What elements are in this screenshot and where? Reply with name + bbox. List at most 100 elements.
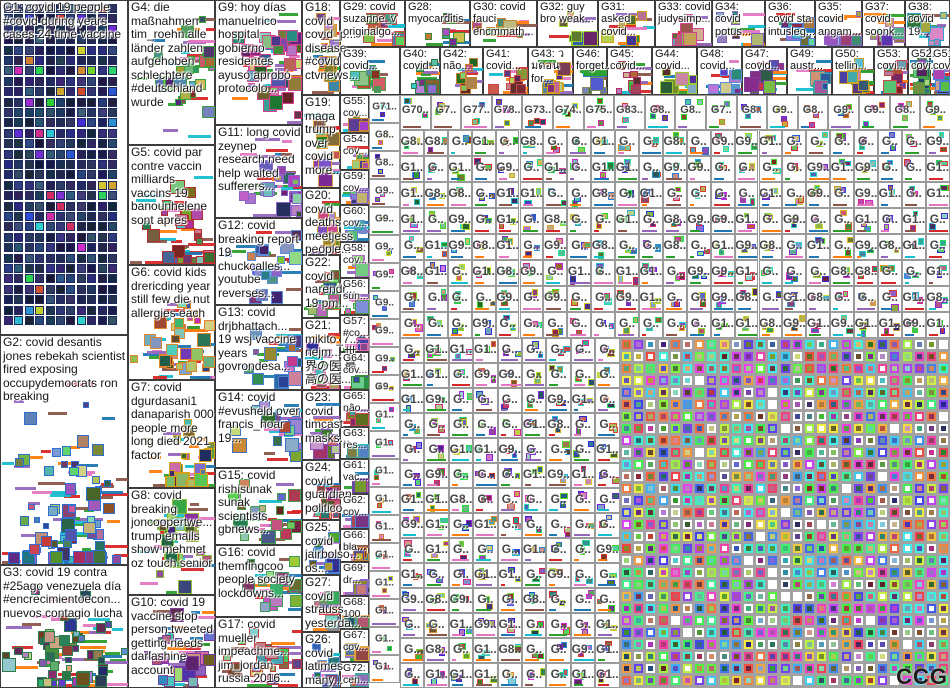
group-cell[interactable]: G.. [710, 182, 735, 208]
group-cell[interactable]: G1.. [369, 599, 400, 627]
group-cell[interactable]: G.. [595, 388, 620, 413]
group-cell[interactable]: G9.. [546, 463, 571, 488]
group-cell[interactable]: G.. [400, 413, 425, 438]
group-cell[interactable]: G1.. [901, 286, 926, 312]
group-cell[interactable]: G9.. [782, 208, 807, 234]
group-cell[interactable]: G1.. [522, 538, 547, 563]
group-cell[interactable]: G9.. [686, 156, 711, 182]
group-cell[interactable]: G.. [497, 488, 522, 513]
group-cell[interactable]: G8.. [675, 95, 706, 130]
group-cell[interactable]: G8.. [495, 260, 520, 286]
group-cell[interactable]: G8.. [497, 638, 522, 663]
group-cell[interactable]: G1.. [570, 388, 596, 413]
group-box-G10[interactable]: G10: covid 19 vaccine stop person tweete… [128, 595, 215, 688]
group-cell[interactable]: G8.. [662, 234, 687, 260]
group-cell[interactable]: G.. [522, 513, 547, 538]
group-cell[interactable]: G1.. [639, 260, 663, 286]
group-cell[interactable]: G1.. [497, 563, 522, 588]
group-cell[interactable]: G.. [497, 538, 522, 563]
group-cell[interactable]: G1.. [369, 515, 400, 543]
group-cell[interactable]: G.. [878, 260, 902, 286]
group-cell[interactable]: G9.. [369, 263, 400, 291]
group-cell[interactable]: G.. [639, 312, 663, 338]
group-box-G22[interactable]: G22: covid narendr... 19 pm... [302, 255, 356, 318]
group-cell[interactable]: G1.. [925, 260, 950, 286]
group-cell[interactable]: G9.. [828, 95, 859, 130]
group-box-G16[interactable]: G16: covid themfingcoo people society lo… [215, 545, 302, 617]
group-box-G11[interactable]: G11: long covid zeynep research need hel… [215, 125, 302, 218]
group-cell[interactable]: G8.. [758, 312, 783, 338]
group-cell[interactable]: G1.. [758, 182, 783, 208]
group-box-G46[interactable]: G46: forget... [573, 47, 613, 95]
group-cell[interactable]: G8.. [925, 286, 950, 312]
group-cell[interactable]: G8.. [400, 130, 424, 156]
group-cell[interactable]: G73.. [522, 95, 553, 130]
group-box-G33[interactable]: G33: covid judysimp... [655, 0, 712, 47]
group-cell[interactable]: G.. [546, 513, 571, 538]
group-cell[interactable]: G70.. [400, 95, 431, 130]
group-box-G8[interactable]: G8: covid breaking joncoopertwe... trump… [128, 488, 215, 595]
group-cell[interactable]: G.. [615, 182, 639, 208]
group-cell[interactable]: G.. [447, 260, 472, 286]
group-box-G24[interactable]: G24: covid guardian politico... [302, 460, 352, 520]
group-cell[interactable]: G1.. [734, 312, 759, 338]
group-cell[interactable]: G.. [639, 234, 663, 260]
group-cell[interactable]: G1.. [497, 613, 522, 638]
group-cell[interactable]: G1.. [369, 403, 400, 431]
group-cell[interactable]: G9.. [448, 588, 474, 613]
group-box-G9[interactable]: G9: hoy días manuelrico hospital gobiern… [215, 0, 302, 125]
group-cell[interactable]: G.. [758, 286, 783, 312]
group-cell[interactable]: G.. [447, 312, 472, 338]
group-cell[interactable]: G9.. [447, 208, 472, 234]
group-cell[interactable]: G.. [782, 182, 807, 208]
group-cell[interactable]: G9.. [519, 260, 544, 286]
group-cell[interactable]: G1.. [473, 563, 498, 588]
group-box-G52[interactable]: G52: covi... [908, 47, 940, 95]
group-cell[interactable]: G1.. [543, 156, 568, 182]
group-cell[interactable]: G.. [901, 182, 926, 208]
group-box-G26[interactable]: G26: covid latimes many... [302, 632, 343, 688]
group-cell[interactable]: G8.. [797, 95, 829, 130]
group-cell[interactable]: G1.. [495, 208, 520, 234]
group-box-G18[interactable]: G18: covid covid_p... disease #covid ctv… [302, 0, 358, 95]
group-cell[interactable]: G.. [522, 338, 547, 363]
group-box-G54[interactable]: G54: cov... [340, 133, 369, 170]
group-cell[interactable]: G.. [400, 538, 425, 563]
group-box-G23[interactable]: G23: covid timcast masks... [302, 390, 350, 460]
group-box-G64[interactable]: G64: cov... [340, 352, 369, 390]
group-box-G65[interactable]: G65: não... [340, 390, 369, 427]
group-cell[interactable]: G1.. [369, 655, 400, 683]
group-box-G48[interactable]: G48: covid... [697, 47, 742, 95]
group-cell[interactable]: G9.. [662, 156, 687, 182]
group-box-G57[interactable]: G57: #co... [340, 315, 369, 352]
group-cell[interactable]: G8.. [447, 182, 472, 208]
group-cell[interactable]: G1.. [424, 363, 449, 388]
group-cell[interactable]: G.. [543, 312, 568, 338]
group-cell[interactable]: G9.. [734, 130, 759, 156]
group-cell[interactable]: G9.. [782, 312, 807, 338]
group-cell[interactable]: G.. [448, 538, 474, 563]
group-box-G12[interactable]: G12: covid breaking report 19 chuckcalle… [215, 218, 302, 305]
group-box-G60[interactable]: G60: cov... [340, 205, 369, 242]
group-cell[interactable]: G.. [570, 538, 596, 563]
group-cell[interactable]: G.. [448, 513, 474, 538]
group-cell[interactable]: G1.. [570, 663, 596, 688]
group-box-G45[interactable]: G45: covid... [607, 47, 652, 95]
group-cell[interactable]: G.. [497, 513, 522, 538]
group-cell[interactable]: G9.. [920, 95, 950, 130]
group-cell[interactable]: G.. [830, 130, 855, 156]
group-cell[interactable]: G9.. [495, 286, 520, 312]
group-cell[interactable]: G.. [925, 234, 950, 260]
group-cell[interactable]: G78.. [491, 95, 523, 130]
group-box-G44[interactable]: G44: covid... [652, 47, 697, 95]
group-cell[interactable]: G1.. [400, 488, 425, 513]
group-cell[interactable]: G1.. [424, 488, 449, 513]
group-cell[interactable]: G9.. [369, 375, 400, 403]
group-cell[interactable]: G1.. [471, 130, 496, 156]
group-cell[interactable]: G.. [400, 286, 424, 312]
group-cell[interactable]: G.. [925, 208, 950, 234]
group-cell[interactable]: G1.. [639, 286, 663, 312]
group-cell[interactable]: G9.. [710, 286, 735, 312]
group-cell[interactable]: G.. [497, 338, 522, 363]
group-cell[interactable]: G9.. [400, 588, 425, 613]
